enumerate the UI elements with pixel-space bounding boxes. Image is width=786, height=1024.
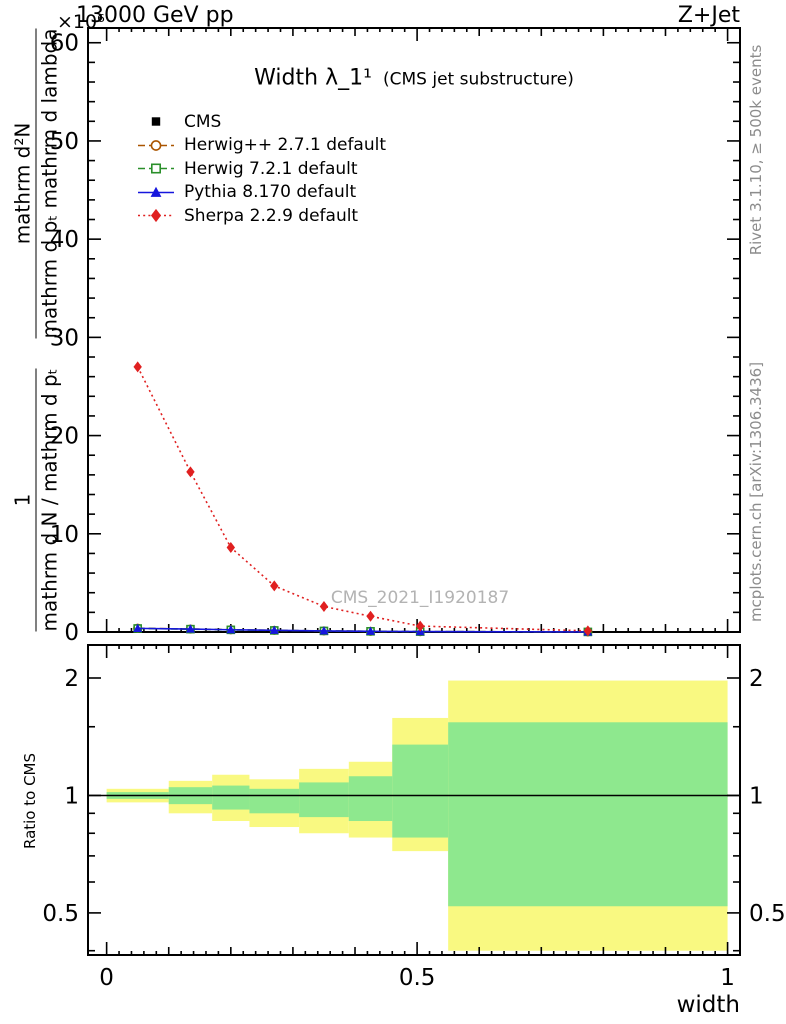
legend-item-cms: CMS	[136, 110, 386, 134]
analysis-watermark: CMS_2021_I1920187	[330, 588, 510, 608]
legend-item-herwig7: Herwig 7.2.1 default	[136, 157, 386, 181]
series-sherpa-2-2-9-default	[133, 361, 593, 637]
svg-text:2: 2	[749, 666, 764, 692]
svg-text:30: 30	[50, 325, 79, 351]
frac1-numerator: 1	[10, 368, 37, 632]
svg-text:40: 40	[50, 227, 79, 253]
y-axis-label-frac1: 1 mathrm d N / mathrm d pₜ	[10, 368, 62, 632]
svg-text:50: 50	[50, 129, 79, 155]
svg-text:0.5: 0.5	[399, 965, 436, 991]
legend-label-herwigpp: Herwig++ 2.7.1 default	[184, 135, 387, 156]
legend-label-pythia: Pythia 8.170 default	[184, 182, 357, 203]
legend-item-herwigpp: Herwig++ 2.7.1 default	[136, 134, 386, 158]
y-axis-label: 1 mathrm d N / mathrm d pₜ mathrm d²N ma…	[10, 28, 62, 632]
y-axis-multiplier: ×10⁶	[57, 11, 105, 33]
svg-text:1: 1	[64, 783, 79, 809]
svg-text:0.5: 0.5	[42, 901, 79, 927]
process-label: Z+Jet	[677, 3, 740, 28]
legend: CMS Herwig++ 2.7.1 default Herwig 7.2.1 …	[136, 110, 386, 228]
legend-label-sherpa: Sherpa 2.2.9 default	[184, 205, 359, 226]
herwigpp-marker-icon	[138, 139, 174, 151]
herwig7-marker-icon	[138, 163, 174, 174]
legend-label-herwig7: Herwig 7.2.1 default	[184, 158, 358, 179]
plot-title-sub: (CMS jet substructure)	[383, 69, 574, 90]
svg-text:2: 2	[64, 666, 79, 692]
frac2-denominator: mathrm d pₜ mathrm d lambda	[37, 28, 62, 339]
plot-title-main: Width λ_1¹	[254, 65, 372, 91]
ratio-uncertainty-bands	[106, 680, 728, 951]
y-axis-label-frac2: mathrm d²N mathrm d pₜ mathrm d lambda	[10, 28, 62, 339]
plot-title: Width λ_1¹ (CMS jet substructure)	[254, 66, 574, 91]
pythia-marker-icon	[138, 186, 174, 197]
svg-text:0.5: 0.5	[749, 901, 786, 927]
ratio-y-axis-label: Ratio to CMS	[21, 752, 39, 850]
svg-text:0: 0	[99, 965, 114, 991]
frac1-denominator: mathrm d N / mathrm d pₜ	[37, 368, 62, 632]
legend-item-pythia: Pythia 8.170 default	[136, 181, 386, 205]
series-herwig-2-7-1-default	[133, 623, 593, 637]
frac2-numerator: mathrm d²N	[10, 28, 37, 339]
svg-text:1: 1	[720, 965, 735, 991]
cms-marker-icon	[151, 117, 161, 126]
mcplots-credit: mcplots.cern.ch [arXiv:1306.3436]	[747, 361, 765, 623]
svg-text:1: 1	[749, 783, 764, 809]
rivet-credit: Rivet 3.1.10, ≥ 500k events	[747, 44, 765, 256]
svg-text:20: 20	[50, 424, 79, 450]
legend-item-sherpa: Sherpa 2.2.9 default	[136, 204, 386, 228]
svg-text:10: 10	[50, 522, 79, 548]
svg-text:60: 60	[50, 31, 79, 57]
sherpa-marker-icon	[138, 209, 174, 223]
beam-energy-label: 13000 GeV pp	[76, 3, 234, 28]
legend-label-cms: CMS	[184, 111, 222, 132]
x-axis-label: width	[676, 992, 740, 1018]
svg-text:0: 0	[64, 620, 79, 646]
series-herwig-7-2-1-default	[133, 624, 593, 637]
